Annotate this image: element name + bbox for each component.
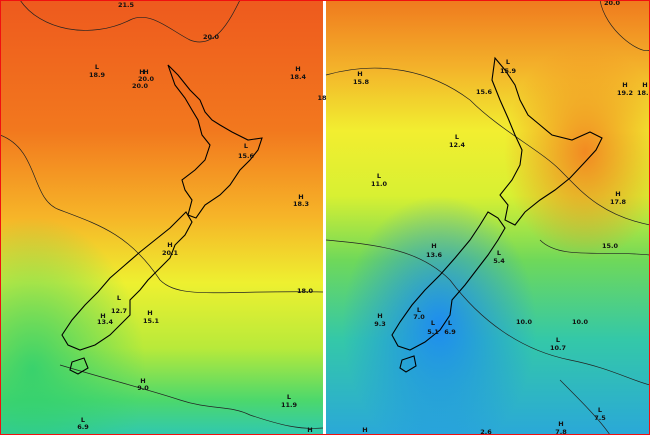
map-label: 20.0 xyxy=(604,0,621,7)
map-label: 18.9 xyxy=(89,71,106,79)
map-label: 20.0 xyxy=(138,75,155,83)
map-label: L xyxy=(417,306,421,314)
map-label: 11.0 xyxy=(371,180,388,188)
map-label: 7.8 xyxy=(555,428,567,435)
map-label: 18.6 xyxy=(637,89,650,97)
map-label: L xyxy=(244,142,248,150)
map-label: L xyxy=(556,336,560,344)
map-label: H xyxy=(357,70,362,78)
map-label: 10.0 xyxy=(516,318,533,326)
map-label: 18.0 xyxy=(297,287,314,295)
map-label: H xyxy=(622,81,627,89)
map-label: H xyxy=(642,81,647,89)
map-label: 15.8 xyxy=(353,78,370,86)
map-label: 15.6 xyxy=(476,88,493,96)
map-label: H xyxy=(167,241,172,249)
map-label: 10.7 xyxy=(550,344,566,352)
map-label: 20.0 xyxy=(132,82,149,90)
map-label: H xyxy=(558,420,563,428)
map-label: 13.6 xyxy=(426,251,443,259)
divider xyxy=(323,0,326,435)
map-label: 5.1 xyxy=(427,328,439,336)
map-label: 7.0 xyxy=(413,313,425,321)
map-label: 12.7 xyxy=(111,307,127,315)
map-label: H xyxy=(143,68,148,76)
map-label: 20.0 xyxy=(203,33,220,41)
map-label: 7.5 xyxy=(594,414,606,422)
map-label: 10.0 xyxy=(572,318,589,326)
map-label: H xyxy=(295,65,300,73)
map-label: L xyxy=(598,406,602,414)
map-label: 15.6 xyxy=(238,152,255,160)
right-contours xyxy=(325,0,650,435)
map-label: 9.3 xyxy=(374,320,386,328)
map-label: 15.9 xyxy=(500,67,517,75)
map-label: 19.2 xyxy=(617,89,633,97)
map-label: H xyxy=(431,242,436,250)
map-label: L xyxy=(287,393,291,401)
map-label: 17.8 xyxy=(610,198,627,206)
map-label: 15.0 xyxy=(602,242,619,250)
map-label: L xyxy=(377,172,381,180)
map-label: 18.4 xyxy=(290,73,307,81)
map-label: H xyxy=(307,426,312,434)
map-label: 20.1 xyxy=(162,249,179,257)
map-label: 6.9 xyxy=(444,328,456,336)
map-label: 13.4 xyxy=(97,318,114,326)
map-label: H xyxy=(615,190,620,198)
map-label: 15.1 xyxy=(143,317,160,325)
map-label: H xyxy=(377,312,382,320)
map-label: 6.9 xyxy=(77,423,89,431)
map-label: L xyxy=(95,63,99,71)
right-coastline xyxy=(391,56,603,373)
map-label: 9.0 xyxy=(137,384,149,392)
map-label: H xyxy=(140,377,145,385)
map-label: 18 xyxy=(317,94,327,102)
left-field-overlay xyxy=(0,0,323,435)
map-label: H xyxy=(298,193,303,201)
map-label: H xyxy=(139,68,144,76)
map-label: L xyxy=(506,58,510,66)
map-label: 2.6 xyxy=(480,428,492,435)
map-label: 5.4 xyxy=(493,257,505,265)
map-label: 18.3 xyxy=(293,200,309,208)
left-contours xyxy=(0,0,324,429)
left-coastline xyxy=(61,64,263,375)
map-label: L xyxy=(117,294,121,302)
map-label: L xyxy=(431,319,435,327)
map-label: H xyxy=(100,312,105,320)
map-label: L xyxy=(497,249,501,257)
map-label: H xyxy=(147,309,152,317)
map-label: 12.4 xyxy=(449,141,466,149)
map-label: L xyxy=(455,133,459,141)
right-field-overlay xyxy=(326,0,650,435)
map-label: H xyxy=(362,426,367,434)
map-label: 11.9 xyxy=(281,401,298,409)
map-label: 21.5 xyxy=(118,1,135,9)
map-label: L xyxy=(81,416,85,424)
map-label: L xyxy=(448,319,452,327)
